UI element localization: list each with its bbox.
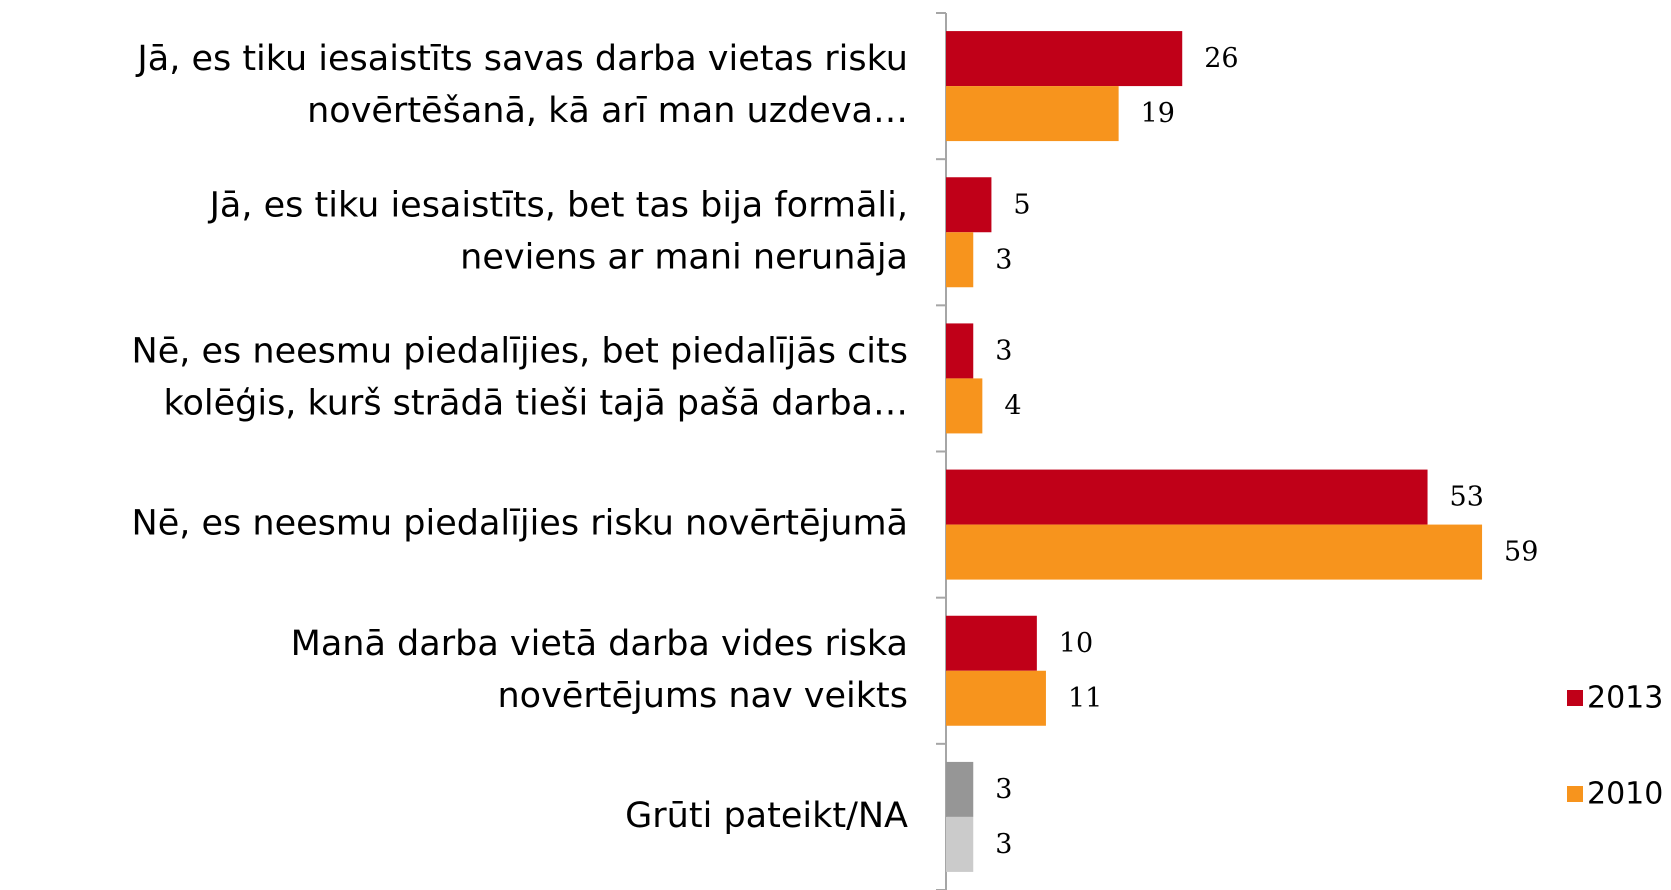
bar [946, 761, 974, 817]
value-label: 3 [995, 774, 1012, 805]
value-label: 10 [1059, 628, 1093, 659]
category-label: Jā, es tiku iesaistīts, bet tas bija for… [208, 185, 908, 225]
category-label: Nē, es neesmu piedalījies, bet piedalījā… [132, 331, 908, 371]
value-label: 3 [995, 829, 1012, 860]
bar [946, 469, 1428, 525]
value-label: 11 [1068, 683, 1102, 714]
category-label: kolēģis, kurš strādā tieši tajā pašā dar… [163, 383, 908, 423]
legend-label: 2010 [1587, 777, 1663, 812]
value-label: 5 [1013, 189, 1030, 220]
bar [946, 816, 974, 872]
bar [946, 378, 983, 434]
bar [946, 177, 992, 233]
bar [946, 323, 974, 379]
category-label: Nē, es neesmu piedalījies risku novērtēj… [132, 504, 908, 544]
category-label: novērtēšanā, kā arī man uzdeva… [307, 91, 908, 131]
category-label: Grūti pateikt/NA [625, 796, 908, 836]
legend-label: 2013 [1587, 681, 1663, 716]
category-label: Manā darba vietā darba vides riska [291, 624, 908, 664]
value-label: 3 [995, 244, 1012, 275]
bar [946, 31, 1183, 87]
value-label: 53 [1450, 482, 1484, 513]
value-label: 4 [1004, 390, 1021, 421]
bar [946, 232, 974, 288]
bar [946, 615, 1037, 671]
category-label: novērtējums nav veikts [497, 676, 908, 716]
bar [946, 670, 1046, 726]
bar [946, 86, 1119, 142]
legend-swatch [1567, 786, 1583, 802]
legend-swatch [1567, 690, 1583, 706]
bar [946, 524, 1483, 580]
category-label: Jā, es tiku iesaistīts savas darba vieta… [135, 39, 908, 79]
value-label: 19 [1141, 98, 1175, 129]
value-label: 59 [1504, 537, 1538, 568]
category-label: neviens ar mani nerunāja [460, 237, 908, 277]
value-label: 3 [995, 335, 1012, 366]
value-label: 26 [1204, 43, 1238, 74]
